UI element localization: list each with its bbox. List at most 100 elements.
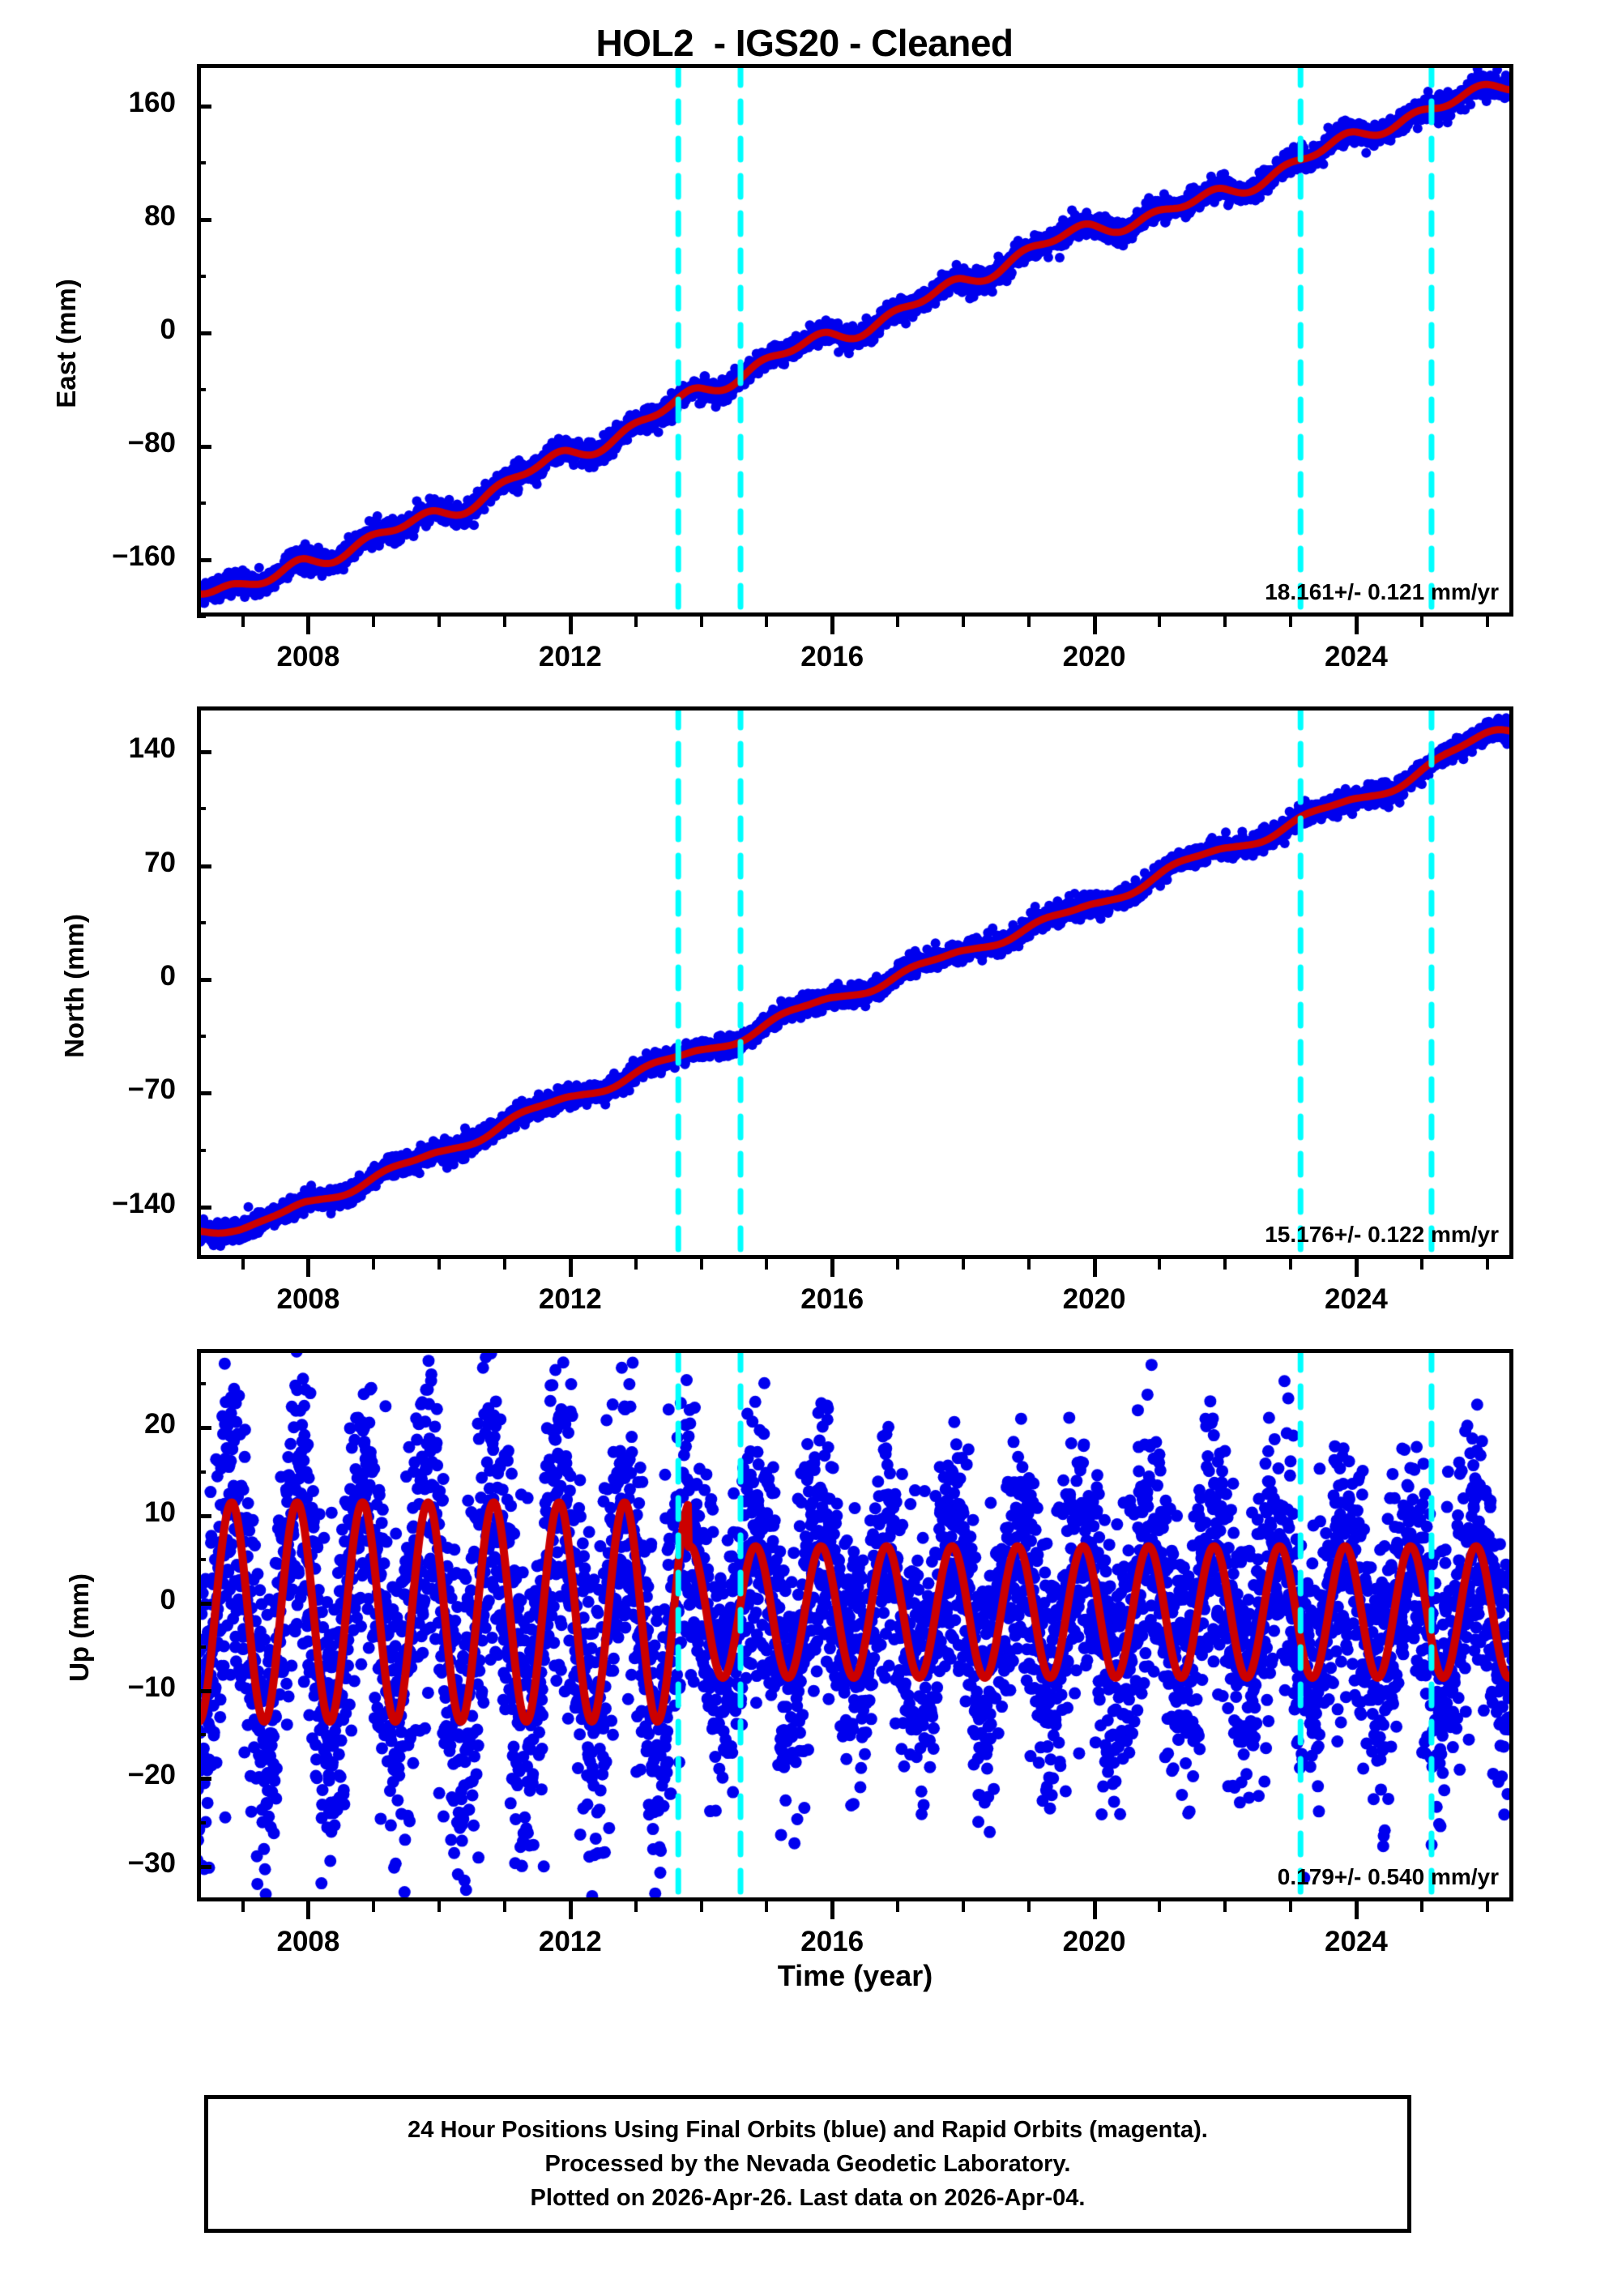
north-xtick-minor xyxy=(1419,1259,1423,1270)
north-ytick-mark xyxy=(197,977,211,982)
page-title: HOL2 - IGS20 - Cleaned xyxy=(595,22,1014,64)
up-ytick-minor xyxy=(197,1645,206,1649)
up-xtick-minor xyxy=(961,1901,965,1912)
north-xtick-minor xyxy=(699,1259,703,1270)
east-xtick-minor xyxy=(502,617,506,627)
east-xtick-2008: 2008 xyxy=(276,641,340,672)
up-ytick--10: −10 xyxy=(127,1671,176,1704)
east-xtick-minor xyxy=(1223,617,1227,627)
east-ytick-160: 160 xyxy=(128,87,176,119)
north-xtick-mark xyxy=(830,1259,835,1277)
east-xtick-minor xyxy=(241,617,245,627)
panel-east: 18.161+/- 0.121 mm/yr xyxy=(197,64,1513,617)
north-xtick-mark xyxy=(568,1259,573,1277)
east-xtick-minor xyxy=(1419,617,1423,627)
east-ytick-0: 0 xyxy=(160,314,176,346)
up-ytick-10: 10 xyxy=(144,1496,176,1528)
east-xtick-mark xyxy=(1354,617,1359,634)
north-xtick-minor xyxy=(1158,1259,1162,1270)
up-xtick-minor xyxy=(241,1901,245,1912)
east-xtick-minor xyxy=(961,617,965,627)
north-ytick-mark xyxy=(197,750,211,755)
up-ytick--30: −30 xyxy=(127,1846,176,1879)
up-xtick-minor xyxy=(1223,1901,1227,1912)
up-xtick-minor xyxy=(699,1901,703,1912)
east-ytick-minor xyxy=(197,161,206,165)
up-xtick-2020: 2020 xyxy=(1062,1926,1126,1957)
up-ytick-minor xyxy=(197,1382,206,1386)
north-xtick-minor xyxy=(961,1259,965,1270)
up-xtick-minor xyxy=(1026,1901,1031,1912)
up-xtick-mark xyxy=(830,1901,835,1919)
up-xtick-minor xyxy=(437,1901,442,1912)
north-xtick-minor xyxy=(1026,1259,1031,1270)
north-ytick-0: 0 xyxy=(160,959,176,992)
north-xtick-2008: 2008 xyxy=(276,1283,340,1315)
east-xtick-2016: 2016 xyxy=(800,641,864,672)
up-xtick-minor xyxy=(765,1901,769,1912)
north-xtick-2020: 2020 xyxy=(1062,1283,1126,1315)
east-xtick-minor xyxy=(1158,617,1162,627)
east-ytick--80: −80 xyxy=(127,427,176,459)
north-ytick-minor xyxy=(197,1035,206,1039)
up-ytick-mark xyxy=(197,1513,211,1518)
up-xtick-minor xyxy=(372,1901,376,1912)
east-ytick-minor xyxy=(197,615,206,618)
east-xtick-2024: 2024 xyxy=(1325,641,1388,672)
east-xtick-minor xyxy=(699,617,703,627)
east-ytick-mark xyxy=(197,105,211,109)
east-plot-canvas xyxy=(197,64,1513,617)
north-ytick-mark xyxy=(197,1205,211,1210)
up-xtick-2012: 2012 xyxy=(538,1926,602,1957)
north-xtick-2016: 2016 xyxy=(800,1283,864,1315)
east-ytick-mark xyxy=(197,558,211,563)
up-ytick-minor xyxy=(197,1733,206,1737)
east-xtick-2020: 2020 xyxy=(1062,641,1126,672)
north-xtick-2024: 2024 xyxy=(1325,1283,1388,1315)
north-ytick-minor xyxy=(197,920,206,924)
north-ytick-140: 140 xyxy=(128,732,176,765)
up-ytick-minor xyxy=(197,1820,206,1824)
north-xtick-minor xyxy=(1485,1259,1489,1270)
east-xtick-minor xyxy=(765,617,769,627)
up-ytick-mark xyxy=(197,1777,211,1782)
north-xtick-minor xyxy=(634,1259,638,1270)
east-xtick-minor xyxy=(1289,617,1293,627)
up-xtick-minor xyxy=(1289,1901,1293,1912)
up-ytick-mark xyxy=(197,1689,211,1694)
east-xtick-mark xyxy=(306,617,311,634)
east-rate-label: 18.161+/- 0.121 mm/yr xyxy=(1265,579,1499,604)
north-ytick-minor xyxy=(197,807,206,811)
panel-up: 0.179+/- 0.540 mm/yr xyxy=(197,1349,1513,1901)
up-ytick-minor xyxy=(197,1470,206,1474)
north-plot-canvas xyxy=(197,706,1513,1259)
east-xtick-minor xyxy=(1485,617,1489,627)
east-ytick-minor xyxy=(197,388,206,392)
east-xtick-minor xyxy=(372,617,376,627)
north-xtick-minor xyxy=(765,1259,769,1270)
east-ytick-80: 80 xyxy=(144,200,176,233)
up-xtick-minor xyxy=(502,1901,506,1912)
north-ytick-mark xyxy=(197,864,211,868)
east-xtick-minor xyxy=(896,617,900,627)
east-xtick-mark xyxy=(1092,617,1097,634)
north-ytick-minor xyxy=(197,1148,206,1152)
footer-note-box: 24 Hour Positions Using Final Orbits (bl… xyxy=(204,2095,1411,2233)
up-xtick-2016: 2016 xyxy=(800,1926,864,1957)
up-xtick-minor xyxy=(634,1901,638,1912)
east-xtick-minor xyxy=(437,617,442,627)
east-ytick-mark xyxy=(197,218,211,223)
x-axis-title: Time (year) xyxy=(777,1959,933,1992)
north-ytick--70: −70 xyxy=(127,1073,176,1106)
up-xtick-mark xyxy=(568,1901,573,1919)
north-rate-label: 15.176+/- 0.122 mm/yr xyxy=(1265,1222,1499,1247)
east-xtick-2012: 2012 xyxy=(538,641,602,672)
north-ytick-mark xyxy=(197,1091,211,1096)
up-xtick-minor xyxy=(1158,1901,1162,1912)
north-xtick-minor xyxy=(241,1259,245,1270)
north-xtick-minor xyxy=(1223,1259,1227,1270)
up-ytick-20: 20 xyxy=(144,1408,176,1440)
up-xtick-mark xyxy=(1354,1901,1359,1919)
up-plot-canvas xyxy=(197,1349,1513,1901)
